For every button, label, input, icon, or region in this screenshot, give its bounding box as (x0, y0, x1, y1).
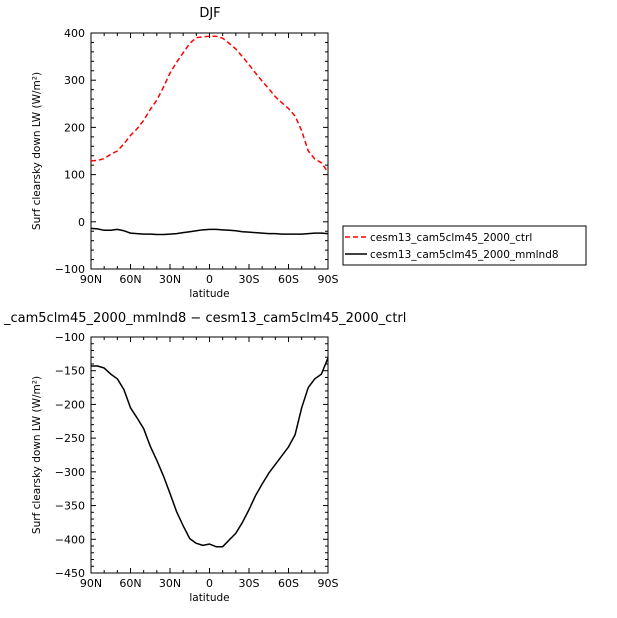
legend-label-2: cesm13_cam5clm45_2000_mmlnd8 (370, 249, 559, 261)
y-tick-label: −400 (55, 533, 85, 546)
chart-title: _cam5clm45_2000_mmlnd8 − cesm13_cam5clm4… (3, 311, 406, 326)
y-tick-label: 200 (64, 121, 85, 134)
x-tick-label: 90N (80, 273, 102, 286)
y-tick-label: 300 (64, 74, 85, 87)
y-tick-label: 400 (64, 27, 85, 40)
series-line-2 (90, 227, 329, 236)
y-tick-label: −300 (55, 466, 85, 479)
x-axis-label: latitude (189, 592, 229, 604)
y-tick-label: −450 (55, 567, 85, 580)
series-line-1 (91, 357, 329, 548)
x-tick-label: 30S (239, 577, 260, 590)
x-tick-label: 90N (80, 577, 102, 590)
y-axis-label: Surf clearsky down LW (W/m²) (31, 72, 43, 230)
x-tick-label: 60S (278, 577, 299, 590)
y-tick-label: 100 (64, 169, 85, 182)
x-tick-label: 60N (119, 273, 141, 286)
chart-legend: cesm13_cam5clm45_2000_ctrl cesm13_cam5clm… (342, 225, 587, 266)
y-tick-label: 0 (78, 216, 85, 229)
x-tick-label: 90S (318, 577, 339, 590)
x-tick-label: 90S (318, 273, 339, 286)
y-tick-label: −350 (55, 500, 85, 513)
y-axis-label: Surf clearsky down LW (W/m²) (31, 376, 43, 534)
y-tick-label: −200 (55, 398, 85, 411)
legend-label-1: cesm13_cam5clm45_2000_ctrl (370, 232, 532, 244)
chart-panel-2: _cam5clm45_2000_mmlnd8 − cesm13_cam5clm4… (3, 311, 406, 604)
plot-frame (90, 336, 329, 574)
x-tick-label: 30N (159, 577, 181, 590)
x-tick-label: 30S (239, 273, 260, 286)
x-axis-label: latitude (189, 288, 229, 300)
legend-box (342, 225, 587, 266)
x-tick-label: 30N (159, 273, 181, 286)
x-tick-label: 0 (206, 273, 213, 286)
y-tick-label: −100 (55, 263, 85, 276)
x-tick-label: 0 (206, 577, 213, 590)
series-line-1 (90, 35, 329, 173)
y-tick-label: −250 (55, 432, 85, 445)
y-tick-label: −150 (55, 365, 85, 378)
chart-panel-1: DJF 90N 60N 30N 0 30S 60S 90S −100 0 100 200 300 400 l… (31, 6, 587, 300)
x-tick-label: 60N (119, 577, 141, 590)
chart-title: DJF (199, 6, 220, 21)
y-tick-label: −100 (55, 331, 85, 344)
x-tick-label: 60S (278, 273, 299, 286)
